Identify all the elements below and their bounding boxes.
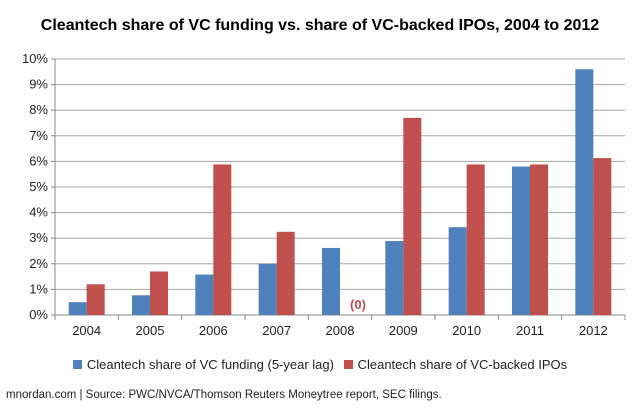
bar-vc-funding-2010 (448, 227, 467, 315)
x-tick-label: 2004 (72, 323, 101, 338)
y-tick-label: 1% (29, 281, 48, 296)
bar-vc-ipos-2007 (276, 231, 295, 315)
bar-vc-ipos-2005 (150, 271, 168, 315)
y-tick-label: 3% (29, 230, 48, 245)
legend-item-ipos: Cleantech share of VC-backed IPOs (343, 357, 568, 372)
y-tick-label: 8% (29, 102, 48, 117)
x-tick-label: 2006 (199, 323, 228, 338)
x-tick-label: 2008 (326, 323, 355, 338)
y-tick-label: 7% (29, 128, 48, 143)
source-footer: mnordan.com | Source: PWC/NVCA/Thomson R… (6, 389, 442, 401)
y-tick-label: 10% (22, 51, 48, 66)
chart-title: Cleantech share of VC funding vs. share … (40, 17, 600, 34)
bar-vc-funding-2008 (322, 247, 340, 315)
y-tick-label: 4% (29, 205, 48, 220)
x-tick-label: 2007 (262, 323, 291, 338)
bar-vc-ipos-2011 (530, 164, 548, 315)
x-tick-label: 2011 (516, 323, 544, 338)
y-tick-label: 6% (29, 153, 48, 168)
bar-vc-ipos-2006 (213, 164, 232, 315)
bar-vc-funding-2007 (258, 263, 277, 315)
y-tick-label: 0% (29, 307, 48, 322)
x-tick-label: 2012 (579, 323, 608, 338)
bar-vc-funding-2006 (195, 274, 214, 315)
bar-vc-funding-2005 (132, 295, 150, 315)
y-tick-label: 2% (29, 256, 48, 271)
bar-vc-ipos-2004 (86, 284, 105, 315)
bar-vc-funding-2009 (385, 241, 404, 315)
bar-vc-funding-2004 (68, 302, 87, 315)
bar-vc-funding-2012 (575, 69, 594, 316)
bar-vc-ipos-2012 (593, 158, 612, 315)
legend-label-ipos: Cleantech share of VC-backed IPOs (357, 357, 568, 372)
bar-vc-ipos-2009 (403, 117, 422, 315)
legend-item-funding: Cleantech share of VC funding (5-year la… (72, 357, 334, 372)
x-tick-label: 2009 (389, 323, 418, 338)
bar-vc-ipos-2010 (466, 164, 485, 315)
legend-label-funding: Cleantech share of VC funding (5-year la… (86, 357, 334, 372)
legend-swatch-ipos (343, 360, 353, 369)
y-tick-label: 9% (29, 77, 48, 92)
x-tick-label: 2010 (452, 323, 481, 338)
bar-vc-funding-2011 (512, 166, 530, 315)
y-tick-label: 5% (29, 179, 48, 194)
x-tick-label: 2005 (136, 323, 165, 338)
data-label-zero: (0) (350, 297, 366, 312)
legend: Cleantech share of VC funding (5-year la… (0, 357, 640, 372)
legend-swatch-funding (72, 360, 82, 369)
